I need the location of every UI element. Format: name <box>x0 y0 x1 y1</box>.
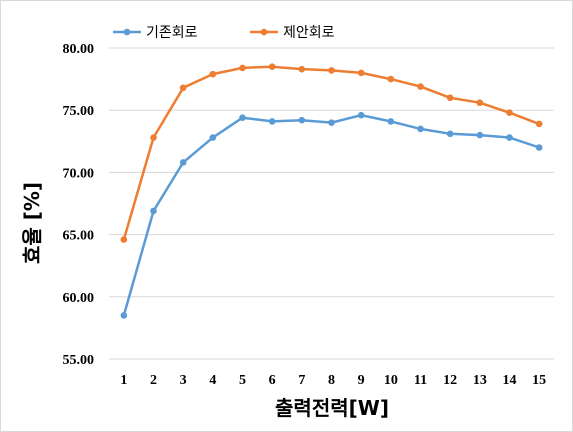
y-tick-label: 65.00 <box>63 229 95 244</box>
legend-label-0: 기존회로 <box>146 25 198 41</box>
data-point <box>535 144 543 151</box>
data-point <box>506 109 513 116</box>
series-layer <box>120 63 543 319</box>
data-point <box>506 134 513 141</box>
series-1 <box>120 63 543 243</box>
data-point <box>476 99 484 107</box>
x-tick-label: 6 <box>269 373 276 388</box>
legend-marker-0 <box>123 28 131 36</box>
legend-entry-1: 제안회로 <box>250 25 335 41</box>
x-tick-label: 14 <box>503 373 517 388</box>
x-tick-label: 15 <box>532 373 546 388</box>
x-tick-label: 7 <box>298 373 305 388</box>
data-point <box>328 119 335 126</box>
data-point <box>179 159 187 166</box>
data-point <box>209 70 217 78</box>
x-tick-label: 8 <box>328 373 335 388</box>
data-point <box>357 69 365 77</box>
x-tick-label: 3 <box>180 373 187 388</box>
legend-entry-0: 기존회로 <box>113 25 198 41</box>
data-point <box>387 118 395 125</box>
data-point <box>150 207 157 215</box>
series-0 <box>120 111 543 319</box>
data-point <box>120 312 128 319</box>
data-point <box>446 94 454 102</box>
data-point <box>328 67 335 74</box>
legend-marker-1 <box>260 28 268 36</box>
x-tick-label: 5 <box>239 373 246 388</box>
data-point <box>179 84 187 92</box>
legend: 기존회로 제안회로 <box>113 25 335 41</box>
grid-lines <box>109 47 554 360</box>
x-tick-label: 4 <box>209 373 216 388</box>
data-point <box>535 120 543 128</box>
y-tick-label: 60.00 <box>63 291 95 306</box>
x-tick-label: 11 <box>414 373 427 388</box>
series-line-1 <box>122 65 540 240</box>
data-point <box>268 118 276 125</box>
y-tick-label: 80.00 <box>63 42 95 57</box>
y-axis-title: 효율 [%] <box>20 182 44 264</box>
y-tick-label: 70.00 <box>63 166 95 181</box>
data-point <box>209 134 217 141</box>
x-axis-title: 출력전력[W] <box>275 396 389 420</box>
x-tick-label: 9 <box>358 373 365 388</box>
x-tick-label: 12 <box>443 373 457 388</box>
data-point <box>357 111 365 119</box>
y-tick-label: 75.00 <box>63 104 95 119</box>
data-point <box>298 65 306 73</box>
data-point <box>446 130 454 138</box>
data-point <box>298 116 306 124</box>
legend-label-1: 제안회로 <box>283 25 335 41</box>
data-point <box>387 75 395 83</box>
x-tick-label: 13 <box>473 373 487 388</box>
data-point <box>150 134 157 141</box>
data-point <box>417 125 424 133</box>
data-point <box>417 83 424 90</box>
data-point <box>239 114 246 121</box>
data-point <box>476 131 484 139</box>
y-tick-labels: 55.00 60.00 65.00 70.00 75.00 80.00 <box>63 42 95 368</box>
data-point <box>239 64 246 72</box>
series-line-0 <box>122 113 540 316</box>
data-point <box>120 236 128 243</box>
x-tick-labels: 1 2 3 4 5 6 7 8 9 10 11 12 13 14 15 <box>120 373 546 388</box>
y-tick-label: 55.00 <box>63 353 95 368</box>
x-tick-label: 2 <box>150 373 157 388</box>
x-tick-label: 10 <box>384 373 398 388</box>
x-tick-label: 1 <box>120 373 127 388</box>
data-point <box>268 63 276 70</box>
